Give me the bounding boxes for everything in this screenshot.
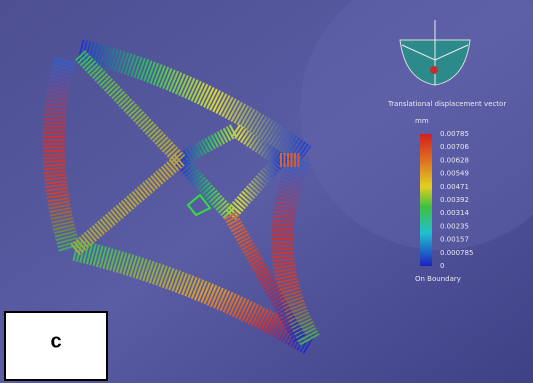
legend-unit: mm <box>415 117 429 125</box>
legend-value: 0.000785 <box>440 249 473 257</box>
legend-value: 0.00471 <box>440 183 469 191</box>
color-bar <box>420 134 432 266</box>
compass-dot <box>430 66 438 74</box>
legend-value: 0.00549 <box>440 170 469 178</box>
legend-footer: On Boundary <box>415 275 461 283</box>
legend-labels: 0.00785 0.00706 0.00628 0.00549 0.00471 0.003… <box>440 130 473 270</box>
viewport: Translational displacement vector mm 0.0… <box>0 0 533 383</box>
legend-value: 0.00706 <box>440 143 469 151</box>
legend-value: 0.00628 <box>440 156 469 164</box>
legend-value: 0.00314 <box>440 209 469 217</box>
legend-value: 0.00392 <box>440 196 469 204</box>
legend-value: 0.00157 <box>440 236 469 244</box>
legend-title: Translational displacement vector <box>387 100 506 108</box>
legend-value: 0.00785 <box>440 130 469 138</box>
legend-value: 0 <box>440 262 444 270</box>
legend-value: 0.00235 <box>440 222 469 230</box>
panel-label: c <box>50 330 61 352</box>
